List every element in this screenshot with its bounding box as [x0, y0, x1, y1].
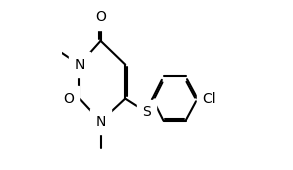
- Text: N: N: [96, 115, 106, 129]
- Text: O: O: [63, 92, 74, 106]
- Text: O: O: [95, 10, 106, 24]
- Text: Cl: Cl: [202, 92, 216, 106]
- Text: S: S: [142, 105, 151, 119]
- Text: N: N: [74, 58, 85, 72]
